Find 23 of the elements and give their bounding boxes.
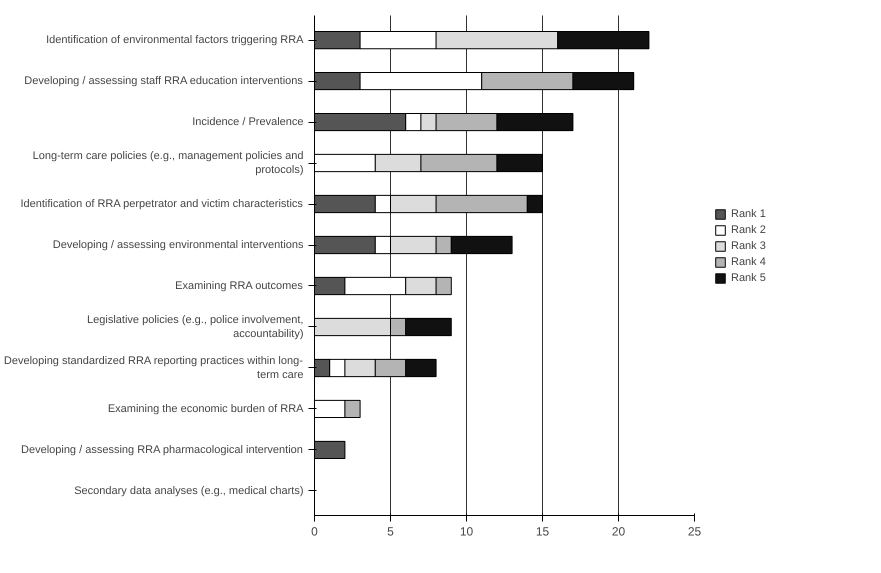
- x-tick-label: 20: [612, 524, 626, 538]
- y-tick-label: Developing / assessing RRA pharmacological intervention: [21, 444, 303, 456]
- y-tick-label: Examining the economic burden of RRA: [108, 402, 304, 415]
- x-tick-label: 5: [387, 524, 394, 538]
- legend-label: Rank 1: [731, 208, 766, 220]
- x-tick-label: 25: [688, 524, 702, 538]
- y-tick-label: Identification of environmental factors triggering RRA: [46, 34, 304, 46]
- legend-label: Rank 4: [731, 256, 766, 268]
- y-tick-label: Developing / assessing environmental interventions: [52, 239, 304, 252]
- y-tick-label: Incidence / Prevalence: [192, 116, 304, 128]
- legend-label: Rank 2: [731, 224, 766, 236]
- y-tick-label: Developing / assessing staff RRA education interventions: [24, 75, 304, 88]
- y-tick-label: Long-term care policies (e.g., management policies and protocols): [32, 150, 304, 176]
- y-tick-label: Developing standardized RRA reporting practices within long-term care: [4, 354, 304, 382]
- y-tick-label: Legislative policies (e.g., police involvement, accountability): [87, 314, 304, 340]
- legend-label: Rank 3: [731, 240, 766, 252]
- x-tick-label: 15: [536, 524, 550, 538]
- y-tick-label: Secondary data analyses (e.g., medical charts): [74, 484, 304, 497]
- legend-label: Rank 5: [731, 272, 766, 284]
- y-tick-label: Examining RRA outcomes: [175, 280, 304, 292]
- y-tick-label: Identification of RRA perpetrator and victim characteristics: [20, 198, 304, 210]
- x-tick-label: 0: [311, 524, 318, 538]
- x-tick-label: 10: [460, 524, 474, 538]
